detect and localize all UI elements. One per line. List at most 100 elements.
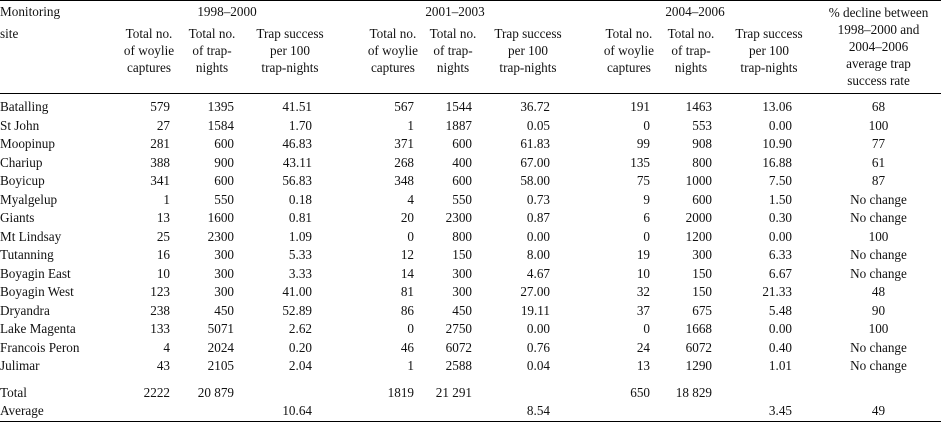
woylie-trap-success-table: Monitoring 1998–2000 2001–2003 2004–2006… xyxy=(0,0,941,421)
trapnights-2001-2003-cell: 6072 xyxy=(445,339,472,355)
success-2001-2003-cell: 0.00 xyxy=(526,228,550,244)
average-trapnights-2004-2006 xyxy=(660,402,722,421)
captures-2004-2006-cell: 75 xyxy=(636,173,650,188)
trapnights-1998-2000-cell: 2105 xyxy=(207,358,234,373)
trapnights-1998-2000-cell: 600 xyxy=(214,173,234,188)
captures-2004-2006-cell: 10 xyxy=(636,265,650,281)
captures-2004-2006-cell: 19 xyxy=(636,247,650,262)
captures-2001-2003-cell: 268 xyxy=(394,154,414,170)
trapnights-1998-2000-cell: 1584 xyxy=(207,117,234,133)
captures-2001-2003-cell: 4 xyxy=(407,191,414,207)
decline-header-line: success rate xyxy=(847,73,910,88)
success-2004-2006-cell: 0.00 xyxy=(768,321,792,336)
site-cell: Boyagin West xyxy=(0,284,74,299)
captures-2004-2006-cell: 37 xyxy=(636,302,650,318)
average-decline: 49 xyxy=(871,403,886,418)
average-row: Average 10.64 8.54 3.45 49 xyxy=(0,402,941,421)
success-2001-2003-cell: 61.83 xyxy=(520,136,550,151)
total-success-2001-2003 xyxy=(482,376,574,403)
captures-2004-2006-cell: 0 xyxy=(643,321,650,336)
trapnights-header: Total no. of trap-nights xyxy=(188,25,236,75)
trapnights-2001-2003-cell: 1544 xyxy=(445,99,472,114)
trapnights-header: Total no. of trap-nights xyxy=(667,25,715,75)
captures-2004-2006-cell: 191 xyxy=(630,99,650,114)
trapnights-2004-2006-cell: 908 xyxy=(692,136,712,151)
captures-2001-2003-cell: 81 xyxy=(400,284,414,299)
trapnights-2001-2003-cell: 450 xyxy=(452,302,472,318)
table-row: Boyicup 341 600 56.83 348 600 58.00 75 1000 7.50 8… xyxy=(0,172,941,191)
table-row: Boyagin East 10 300 3.33 14 300 4.67 10 150 6.67 N… xyxy=(0,265,941,284)
success-1998-2000-cell: 2.04 xyxy=(288,358,312,373)
captures-2001-2003-cell: 0 xyxy=(407,321,414,336)
trapnights-2004-2006-cell: 553 xyxy=(692,117,712,133)
success-2001-2003-cell: 19.11 xyxy=(520,302,550,318)
trapnights-2004-2006-cell: 150 xyxy=(692,284,712,299)
captures-2004-2006-cell: 13 xyxy=(636,358,650,373)
captures-2001-2003-cell: 0 xyxy=(407,228,414,244)
success-1998-2000-cell: 3.33 xyxy=(288,265,312,281)
success-2001-2003-cell: 0.73 xyxy=(526,191,550,207)
decline-cell: No change xyxy=(850,339,907,355)
average-trapnights-2001-2003 xyxy=(424,402,482,421)
period-header-2004-2006: 2004–2006 xyxy=(665,4,725,19)
captures-2001-2003-cell: 1 xyxy=(407,117,414,133)
average-trapnights-1998-2000 xyxy=(180,402,244,421)
average-captures-2004-2006 xyxy=(574,402,660,421)
trapnights-2001-2003-cell: 400 xyxy=(452,154,472,170)
trapnights-2004-2006-cell: 300 xyxy=(692,247,712,262)
trapnights-2004-2006-cell: 1200 xyxy=(685,228,712,244)
site-cell: Boyicup xyxy=(0,173,45,188)
site-cell: Chariup xyxy=(0,154,43,170)
table-row: Giants 13 1600 0.81 20 2300 0.87 6 2000 0.30 No ch… xyxy=(0,209,941,228)
site-header-line1: Monitoring xyxy=(0,4,61,19)
trapnights-2001-2003-cell: 300 xyxy=(452,265,472,281)
captures-2001-2003-cell: 46 xyxy=(400,339,414,355)
trapnights-2001-2003-cell: 1887 xyxy=(445,117,472,133)
success-2001-2003-cell: 27.00 xyxy=(520,284,550,299)
average-captures-2001-2003 xyxy=(336,402,424,421)
trapnights-1998-2000-cell: 550 xyxy=(214,191,234,207)
captures-1998-2000-cell: 281 xyxy=(150,136,170,151)
trapnights-header: Total no. of trap-nights xyxy=(429,25,477,75)
captures-2001-2003-cell: 1 xyxy=(407,358,414,373)
table-body: Batalling 579 1395 41.51 567 1544 36.72 191 1463… xyxy=(0,94,941,376)
table-row: Tutanning 16 300 5.33 12 150 8.00 19 300 6.33 No c… xyxy=(0,246,941,265)
total-success-2004-2006 xyxy=(722,376,816,403)
success-2001-2003-cell: 0.00 xyxy=(526,321,550,336)
trapnights-2001-2003-cell: 800 xyxy=(452,228,472,244)
decline-cell: 61 xyxy=(871,154,886,170)
captures-2004-2006-cell: 0 xyxy=(643,117,650,133)
trapnights-2001-2003-cell: 2750 xyxy=(445,321,472,336)
decline-cell: No change xyxy=(850,358,907,373)
success-1998-2000-cell: 0.81 xyxy=(288,210,312,225)
trapnights-1998-2000-cell: 600 xyxy=(214,136,234,151)
captures-1998-2000-cell: 4 xyxy=(163,339,170,355)
table-row: Chariup 388 900 43.11 268 400 67.00 135 800 16.88… xyxy=(0,154,941,173)
period-header-2001-2003: 2001–2003 xyxy=(425,4,485,19)
success-2004-2006-cell: 0.40 xyxy=(768,339,792,355)
total-decline xyxy=(816,376,941,403)
captures-2001-2003-cell: 86 xyxy=(400,302,414,318)
trapnights-2001-2003-cell: 2300 xyxy=(445,210,472,225)
captures-1998-2000-cell: 1 xyxy=(163,191,170,207)
trapnights-2004-2006-cell: 1290 xyxy=(685,358,712,373)
average-success-1998-2000: 10.64 xyxy=(282,403,312,418)
captures-1998-2000-cell: 123 xyxy=(150,284,170,299)
captures-2001-2003-cell: 14 xyxy=(400,265,414,281)
success-1998-2000-cell: 41.00 xyxy=(282,284,312,299)
success-2004-2006-cell: 6.33 xyxy=(768,247,792,262)
total-captures-2001-2003: 1819 xyxy=(387,384,414,400)
total-trapnights-2004-2006: 18 829 xyxy=(675,384,712,400)
captures-2004-2006-cell: 6 xyxy=(643,210,650,225)
trapnights-1998-2000-cell: 5071 xyxy=(207,321,234,336)
success-1998-2000-cell: 5.33 xyxy=(288,247,312,262)
success-header: Trap success per 100 trap-nights xyxy=(256,25,324,75)
trapnights-2004-2006-cell: 675 xyxy=(692,302,712,318)
site-cell: Julimar xyxy=(0,358,40,373)
decline-cell: 77 xyxy=(871,136,886,151)
captures-2004-2006-cell: 9 xyxy=(643,191,650,207)
trapnights-1998-2000-cell: 300 xyxy=(214,284,234,299)
decline-cell: 100 xyxy=(868,321,889,336)
success-2001-2003-cell: 67.00 xyxy=(520,154,550,170)
